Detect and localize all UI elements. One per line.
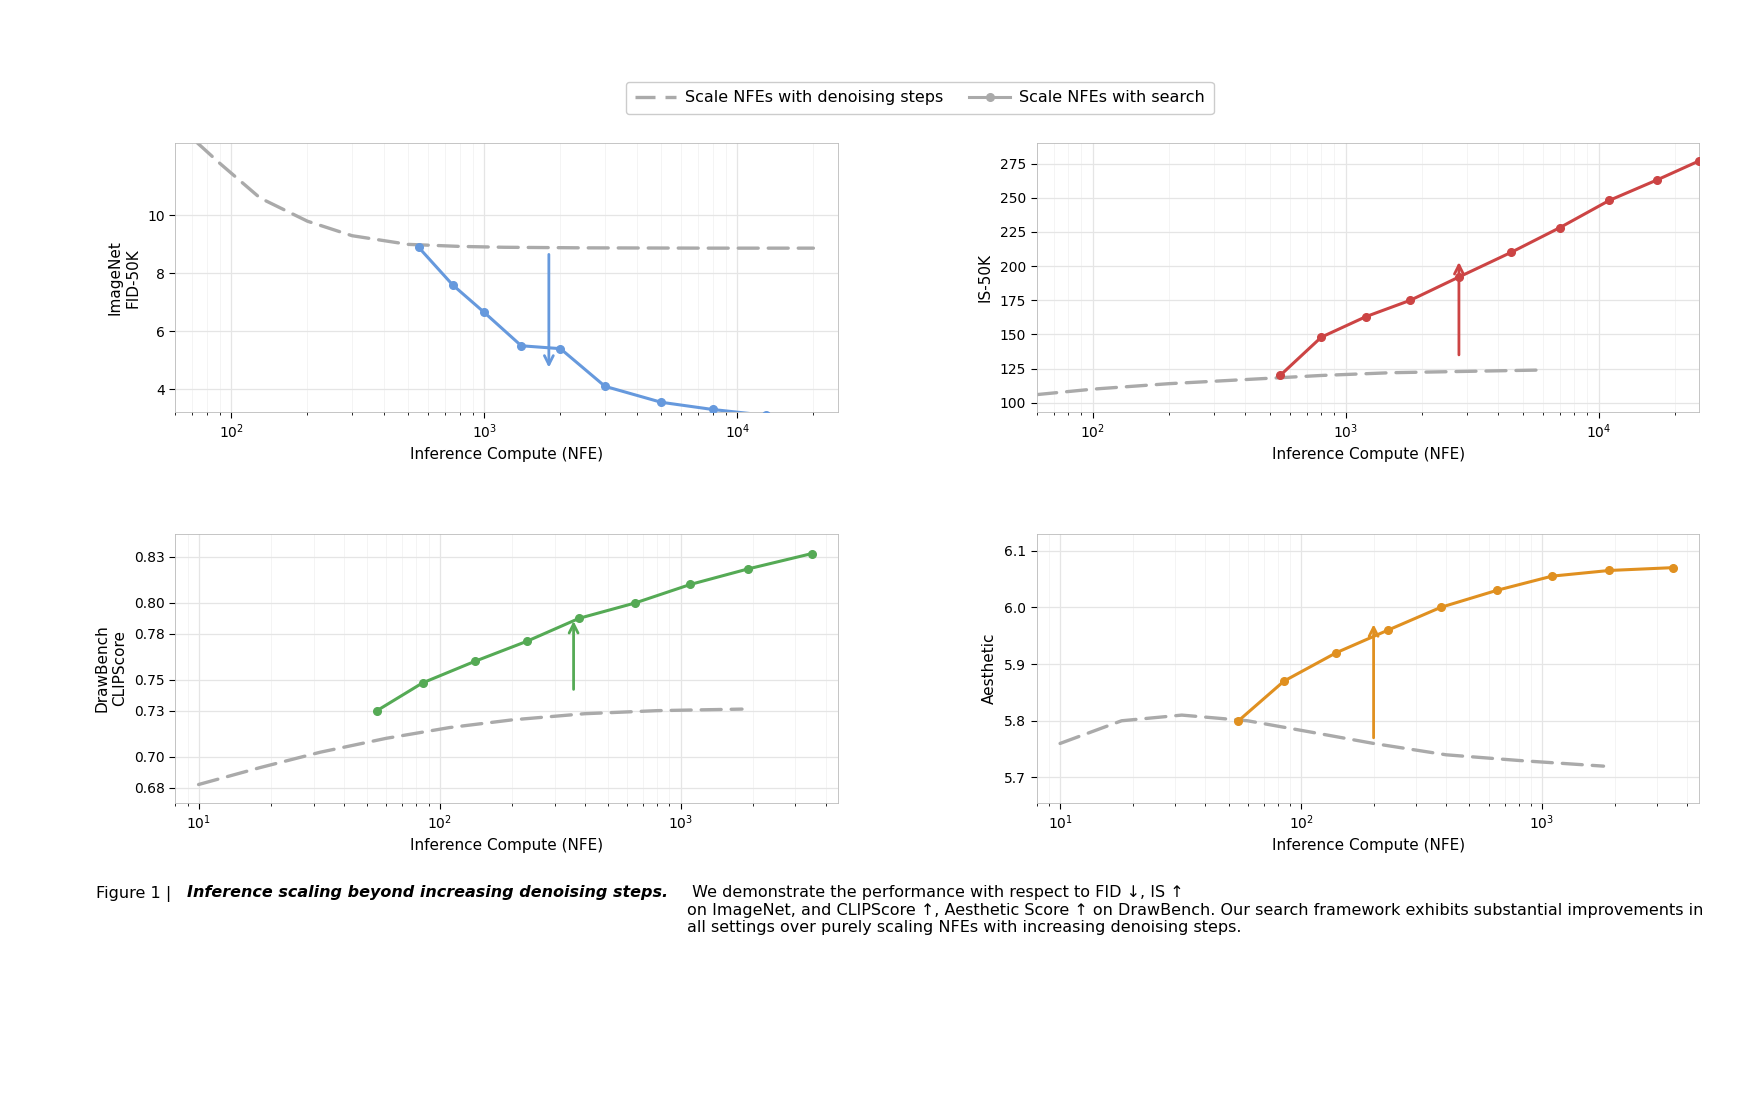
X-axis label: Inference Compute (NFE): Inference Compute (NFE) — [1272, 837, 1465, 852]
Y-axis label: ImageNet
FID-50K: ImageNet FID-50K — [109, 240, 140, 315]
X-axis label: Inference Compute (NFE): Inference Compute (NFE) — [410, 447, 603, 462]
Legend: Scale NFEs with denoising steps, Scale NFEs with search: Scale NFEs with denoising steps, Scale N… — [625, 81, 1214, 114]
Text: We demonstrate the performance with respect to FID ↓, IS ↑
on ImageNet, and CLIP: We demonstrate the performance with resp… — [687, 886, 1703, 935]
Text: Inference scaling beyond increasing denoising steps.: Inference scaling beyond increasing deno… — [187, 886, 669, 901]
Y-axis label: DrawBench
CLIPScore: DrawBench CLIPScore — [95, 625, 126, 712]
X-axis label: Inference Compute (NFE): Inference Compute (NFE) — [410, 837, 603, 852]
X-axis label: Inference Compute (NFE): Inference Compute (NFE) — [1272, 447, 1465, 462]
Y-axis label: IS-50K: IS-50K — [978, 253, 993, 302]
Text: Figure 1 |: Figure 1 | — [96, 886, 177, 902]
Y-axis label: Aesthetic: Aesthetic — [983, 632, 997, 704]
